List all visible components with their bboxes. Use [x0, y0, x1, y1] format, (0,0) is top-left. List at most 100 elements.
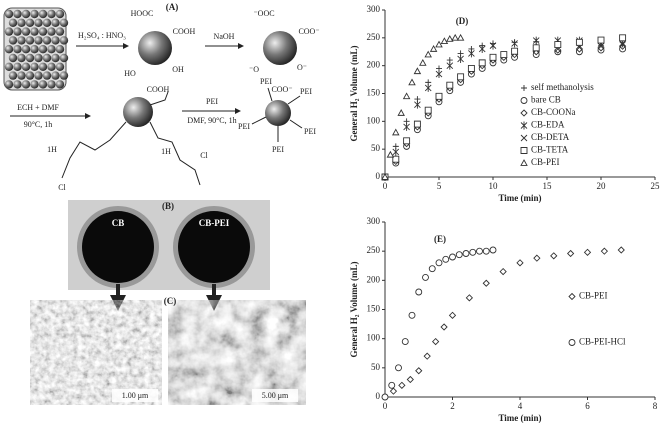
particle [21, 27, 31, 36]
data-point [489, 53, 497, 61]
group-label: PEI [300, 87, 312, 96]
x-tick-label: 8 [653, 401, 658, 411]
panel-label: (B) [162, 201, 174, 211]
legend-symbol [520, 109, 528, 117]
data-point [424, 106, 432, 114]
x-axis-label: Time (min) [498, 193, 541, 203]
particle [13, 27, 22, 36]
scale-bar-box [252, 389, 298, 402]
data-point [449, 253, 456, 261]
particle [59, 18, 69, 27]
data-point [392, 128, 400, 136]
data-point [446, 61, 454, 70]
particle [38, 9, 48, 19]
data-point [457, 73, 465, 81]
data-point [446, 35, 454, 42]
particle [38, 27, 48, 36]
data-point [435, 70, 443, 79]
data-point [381, 393, 389, 401]
legend-label: CB-PEI [531, 157, 560, 167]
data-point [532, 36, 540, 45]
x-tick-label: 0 [383, 181, 388, 191]
data-point [408, 78, 416, 86]
y-tick-label: 100 [367, 115, 381, 125]
particle [30, 9, 39, 19]
data-point [554, 46, 562, 54]
particle [13, 62, 22, 71]
legend-label: CB-EDA [531, 120, 565, 130]
particle [138, 31, 172, 65]
legend-symbol [520, 97, 528, 104]
legend-symbol [568, 339, 576, 346]
particle [13, 80, 22, 89]
particle [25, 36, 35, 45]
data-point [424, 83, 432, 92]
data-point [465, 294, 474, 302]
scale-bar: 5.00 μm [262, 391, 289, 400]
x-tick-label: 15 [543, 181, 553, 191]
x-axis-label: Time (min) [498, 413, 541, 423]
y-tick-label: 150 [367, 304, 381, 314]
particle [25, 18, 35, 27]
data-point [413, 67, 422, 75]
condition: 1H [47, 145, 57, 154]
condition: 90°C, 1h [24, 120, 53, 129]
particle [42, 18, 52, 27]
legend-label: CB-DETA [531, 132, 570, 142]
data-point [482, 247, 490, 255]
particle [51, 18, 60, 27]
group-label: COOH [147, 85, 170, 94]
data-point [499, 267, 507, 276]
particle [25, 53, 35, 63]
vial [82, 211, 154, 283]
particle [42, 53, 52, 63]
data-point [402, 92, 411, 100]
particle [47, 80, 56, 89]
data-point [554, 41, 562, 48]
chart: 0 50 100 150 200 250 300 0 5 10 15 20 25 Time (min) Ge… [349, 4, 660, 203]
scale-bar: 1.00 μm [122, 391, 149, 400]
particle [51, 71, 60, 80]
particle [38, 45, 48, 54]
group-label: ⁻OOC [253, 9, 274, 18]
sem-image [168, 300, 306, 405]
x-tick-label: 25 [651, 181, 661, 191]
particle [13, 45, 22, 54]
chart-title: (D) [456, 16, 469, 26]
data-point [415, 288, 423, 296]
group-label: OH [172, 65, 184, 74]
data-point [597, 36, 605, 44]
legend-symbol [568, 292, 576, 301]
data-point [446, 81, 454, 89]
particle [51, 53, 60, 63]
data-point [597, 44, 605, 52]
legend-label: CB-COONa [531, 107, 576, 117]
data-point [388, 381, 396, 389]
y-tick-label: 300 [367, 4, 381, 14]
legend-label: self methanolysis [531, 82, 594, 92]
data-point [533, 254, 541, 262]
reagent: H₂SO₄ : HNO₃ [78, 31, 126, 40]
legend-symbol [520, 134, 528, 142]
condition: DMF, 90°C, 1h [187, 116, 236, 125]
bonds [251, 87, 303, 142]
y-axis-label: General H₂ Volume (mL) [349, 46, 359, 142]
scale-bar-box [112, 389, 158, 402]
y-tick-label: 50 [371, 143, 381, 153]
data-point [456, 33, 465, 41]
data-point [455, 251, 463, 259]
linker [61, 121, 127, 179]
particle [34, 36, 43, 45]
data-point [423, 352, 431, 360]
particle [34, 71, 43, 80]
y-tick-label: 250 [367, 32, 381, 42]
data-point [451, 33, 459, 41]
reagent: ECH + DMF [17, 103, 59, 112]
data-point [469, 248, 477, 256]
particle [38, 62, 48, 71]
data-point [575, 38, 583, 46]
particle [4, 80, 14, 89]
data-point [575, 45, 584, 53]
data-point [489, 41, 497, 50]
photo: (B) CB CB-PEI [68, 200, 270, 311]
